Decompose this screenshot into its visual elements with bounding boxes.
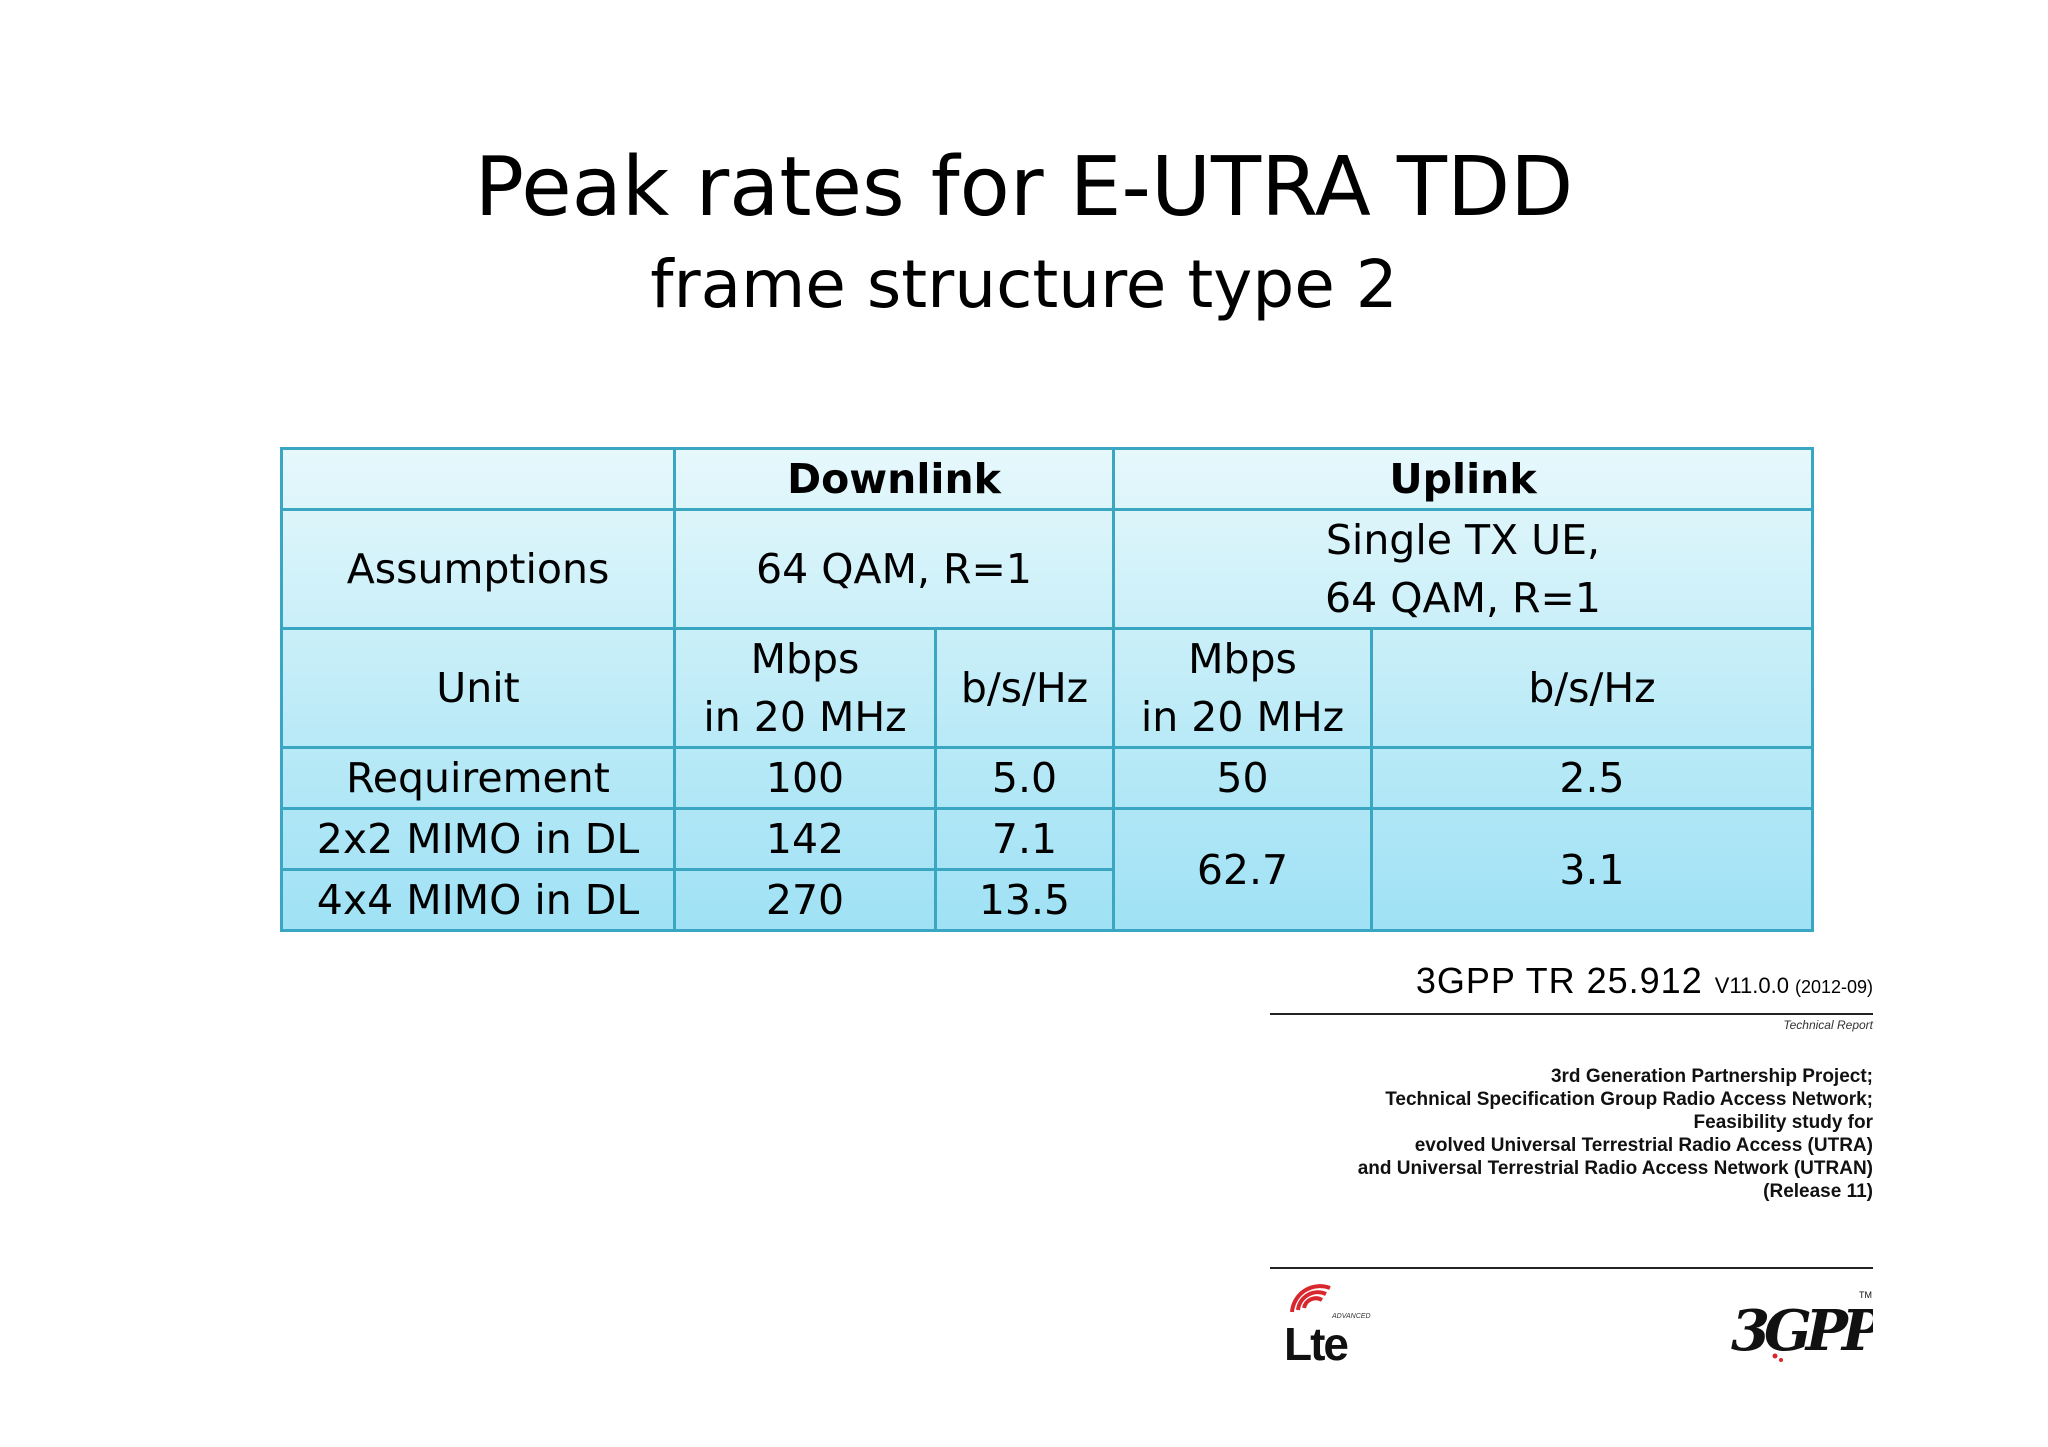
unit-dl-mbps-line2: in 20 MHz [703,693,907,741]
report-number: 3GPP TR 25.912 [1415,960,1703,1001]
table-row-header: Downlink Uplink [280,447,1814,511]
report-desc-line: evolved Universal Terrestrial Radio Acce… [1414,1135,1873,1156]
unit-ul-mbps-line2: in 20 MHz [1140,693,1345,741]
assumptions-uplink-line1: Single TX UE, [1325,516,1601,564]
unit-dl-bshz: b/s/Hz [934,627,1115,749]
unit-ul-mbps: Mbps in 20 MHz [1112,627,1373,749]
assumptions-downlink: 64 QAM, R=1 [673,508,1115,630]
mimo2-dl-bshz: 7.1 [934,807,1115,871]
mimo4-dl-mbps: 270 [673,868,937,932]
slide-title: Peak rates for E-UTRA TDD [474,140,1574,235]
requirement-label: Requirement [280,746,676,810]
table-row-requirement: Requirement 100 5.0 50 2.5 [280,746,1814,810]
3gpp-logo: 3GPP TM [1731,1290,1873,1364]
unit-ul-bshz: b/s/Hz [1370,627,1814,749]
lte-logo-text: Lte [1284,1318,1348,1370]
unit-dl-mbps: Mbps in 20 MHz [673,627,937,749]
downlink-header: Downlink [673,447,1115,511]
slide-subtitle: frame structure type 2 [650,246,1398,323]
requirement-dl-bshz: 5.0 [934,746,1115,810]
report-kind: Technical Report [1783,1018,1873,1032]
lte-advanced-logo: ADVANCED Lte [1284,1284,1371,1370]
table-row-unit: Unit Mbps in 20 MHz b/s/Hz Mbps in 20 MH… [280,627,1814,749]
report-date: (2012-09) [1794,977,1873,997]
peak-rates-table: Downlink Uplink Assumptions 64 QAM, R=1 … [280,447,1814,932]
3gpp-logo-text: 3GPP [1731,1298,1873,1364]
mimo4-dl-bshz: 13.5 [934,868,1115,932]
assumptions-uplink: Single TX UE, 64 QAM, R=1 [1112,508,1814,630]
report-top-rule [1270,1013,1873,1015]
report-desc-line: and Universal Terrestrial Radio Access N… [1357,1158,1873,1179]
assumptions-uplink-line2: 64 QAM, R=1 [1325,574,1601,622]
3gpp-logo-tm: TM [1859,1290,1872,1300]
report-header: 3GPP TR 25.912 V11.0.0 (2012-09) [1416,960,1873,1002]
unit-dl-mbps-line1: Mbps [750,635,860,683]
mimo2-dl-mbps: 142 [673,807,937,871]
mimo4-label: 4x4 MIMO in DL [280,868,676,932]
report-desc-line: (Release 11) [1763,1181,1873,1202]
requirement-ul-mbps: 50 [1112,746,1373,810]
uplink-header: Uplink [1112,447,1814,511]
table-row-assumptions: Assumptions 64 QAM, R=1 Single TX UE, 64… [280,508,1814,630]
report-desc-line: Technical Specification Group Radio Acce… [1385,1089,1873,1110]
header-empty-cell [280,447,676,511]
table-row-mimo4: 4x4 MIMO in DL 270 13.5 [280,868,1813,932]
report-description: 3rd Generation Partnership Project; Tech… [1270,1065,1873,1203]
requirement-ul-bshz: 2.5 [1370,746,1814,810]
mimo2-label: 2x2 MIMO in DL [280,807,676,871]
report-version: V11.0.0 [1714,973,1789,998]
unit-ul-mbps-line1: Mbps [1188,635,1297,683]
report-bottom-rule [1270,1267,1873,1269]
requirement-dl-mbps: 100 [673,746,937,810]
ul-mimo-bshz: 3.1 [1370,807,1814,932]
ul-mimo-mbps: 62.7 [1112,807,1373,932]
table-row-mimo2: 2x2 MIMO in DL 142 7.1 62.7 3.1 [280,807,1814,932]
report-desc-line: 3rd Generation Partnership Project; [1550,1066,1873,1087]
report-desc-line: Feasibility study for [1693,1112,1873,1133]
unit-label: Unit [280,627,676,749]
assumptions-label: Assumptions [280,508,676,630]
lte-logo-advanced-text: ADVANCED [1331,1313,1371,1320]
